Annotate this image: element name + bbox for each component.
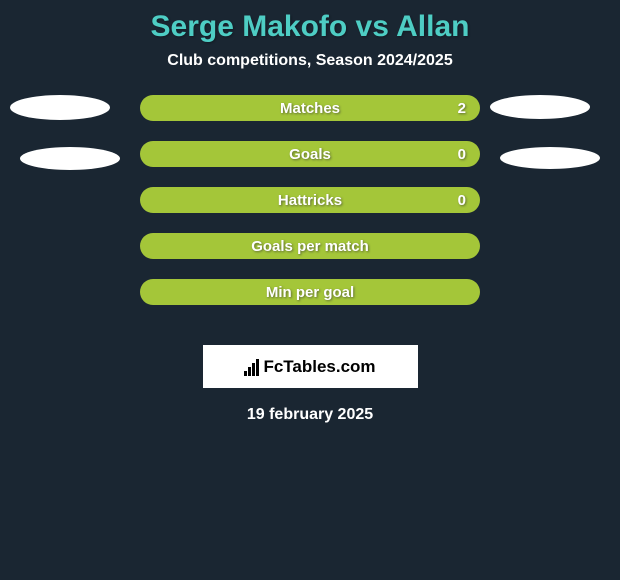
subtitle: Club competitions, Season 2024/2025: [0, 52, 620, 95]
player-left-ellipse-1: [10, 95, 110, 120]
stat-bar-hattricks: Hattricks 0: [140, 187, 480, 213]
stat-bar-matches: Matches 2: [140, 95, 480, 121]
stat-value: 0: [458, 146, 466, 163]
stat-label: Matches: [280, 100, 340, 117]
stat-bar-goals: Goals 0: [140, 141, 480, 167]
logo-label: FcTables.com: [263, 357, 375, 377]
stat-label: Goals per match: [251, 238, 369, 255]
stat-bar-min-per-goal: Min per goal: [140, 279, 480, 305]
comparison-chart: Matches 2 Goals 0 Hattricks 0 Goals per …: [0, 95, 620, 325]
stat-label: Min per goal: [266, 284, 354, 301]
stat-bar-goals-per-match: Goals per match: [140, 233, 480, 259]
fctables-logo: FcTables.com: [203, 345, 418, 388]
stat-value: 0: [458, 192, 466, 209]
stat-label: Goals: [289, 146, 331, 163]
stat-value: 2: [458, 100, 466, 117]
player-left-ellipse-2: [20, 147, 120, 170]
logo-text: FcTables.com: [244, 357, 375, 377]
logo-bars-icon: [244, 358, 259, 376]
player-right-ellipse-1: [490, 95, 590, 119]
page-title: Serge Makofo vs Allan: [0, 0, 620, 52]
date-text: 19 february 2025: [0, 388, 620, 424]
stat-label: Hattricks: [278, 192, 342, 209]
player-right-ellipse-2: [500, 147, 600, 169]
